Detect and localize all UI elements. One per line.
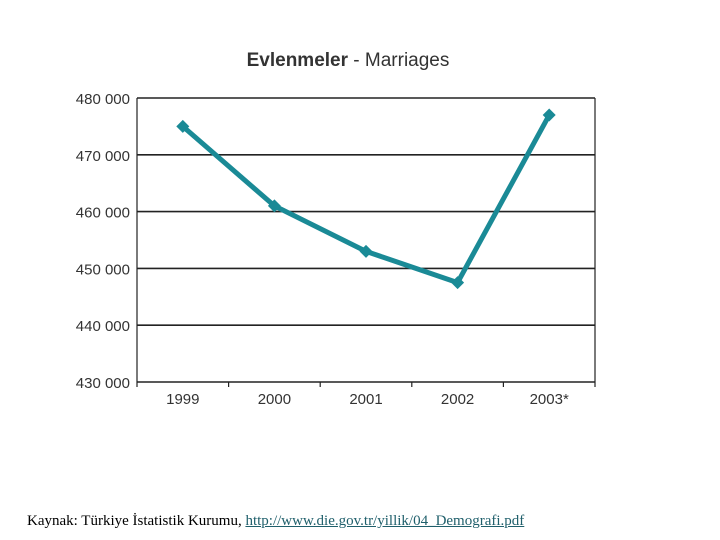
chart-title-bold: Evlenmeler — [247, 50, 349, 71]
data-point-marker — [176, 119, 190, 133]
source-citation: Kaynak: Türkiye İstatistik Kurumu, http:… — [27, 513, 524, 530]
x-tick-labels: 1999 2000 2001 2002 2003* — [166, 391, 569, 408]
x-tick-label: 2000 — [258, 391, 291, 408]
y-tick-label: 430 000 — [76, 375, 130, 392]
data-point-marker — [542, 108, 556, 122]
y-tick-label: 470 000 — [76, 148, 130, 165]
y-tick-label: 440 000 — [76, 318, 130, 335]
axes — [136, 98, 596, 387]
x-tick-label: 2001 — [349, 391, 382, 408]
source-link[interactable]: http://www.die.gov.tr/yillik/04_Demograf… — [245, 513, 525, 529]
x-tick-label: 2002 — [441, 391, 474, 408]
data-point-marker — [359, 244, 373, 258]
source-prefix: Kaynak: Türkiye İstatistik Kurumu, — [27, 513, 246, 529]
y-tick-label: 450 000 — [76, 261, 130, 278]
y-tick-labels: 430 000 440 000 450 000 460 000 470 000 480 0… — [76, 91, 130, 392]
x-tick-label: 2003* — [530, 391, 569, 408]
y-tick-label: 460 000 — [76, 205, 130, 222]
data-point-marker — [267, 199, 281, 213]
grid-lines — [137, 97, 595, 383]
chart-title: Evlenmeler - Marriages — [247, 50, 450, 71]
series — [176, 108, 556, 290]
data-point-marker — [451, 276, 465, 290]
y-tick-label: 480 000 — [76, 91, 130, 108]
chart-title-rest: - Marriages — [348, 50, 449, 71]
x-tick-label: 1999 — [166, 391, 199, 408]
